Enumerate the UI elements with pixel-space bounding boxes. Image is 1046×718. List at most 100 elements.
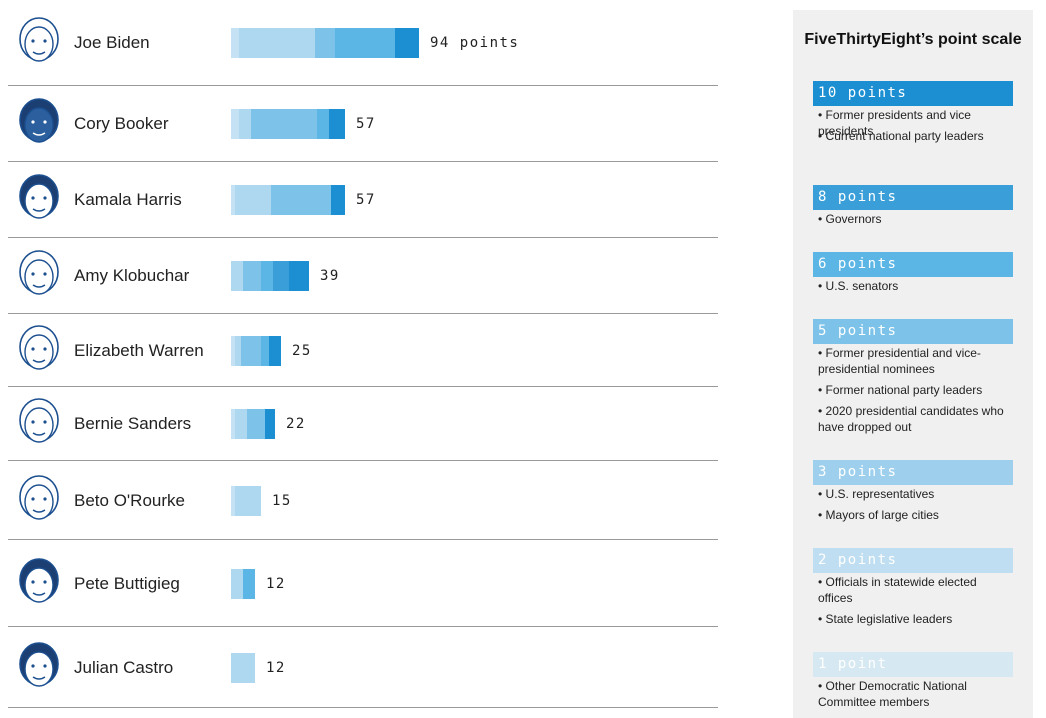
tier-item: • Former national party leaders bbox=[818, 383, 983, 397]
bar-segment bbox=[335, 28, 395, 58]
tier-item: • Former presidential and vice-president… bbox=[818, 346, 981, 376]
bar-segment bbox=[231, 485, 235, 516]
tier-heading: 3 points bbox=[813, 460, 1013, 485]
score-label: 57 bbox=[356, 116, 376, 132]
point-scale-legend: FiveThirtyEight’s point scale 10 points •… bbox=[793, 10, 1033, 718]
bar-segment bbox=[231, 185, 235, 215]
score-label: 12 bbox=[266, 575, 286, 592]
tier-item: • U.S. senators bbox=[818, 279, 899, 293]
tier-item: • Governors bbox=[818, 212, 882, 226]
tier-item: • Officials in statewide elected offices bbox=[818, 575, 977, 605]
score-label: 39 bbox=[320, 268, 340, 284]
candidate-row: Joe Biden 94 points bbox=[8, 0, 718, 86]
bar-segment bbox=[273, 261, 289, 291]
stacked-bar bbox=[231, 485, 261, 516]
candidate-row: Beto O'Rourke 15 bbox=[8, 461, 718, 540]
candidate-portrait bbox=[18, 557, 60, 610]
bar-segment bbox=[231, 28, 239, 58]
bar-segment bbox=[315, 28, 335, 58]
bar-segment bbox=[235, 335, 241, 366]
candidate-name: Kamala Harris bbox=[74, 190, 182, 209]
bar-segment bbox=[247, 409, 265, 439]
bar-segment bbox=[243, 568, 255, 599]
bar-segment bbox=[317, 109, 329, 139]
bar-segment bbox=[251, 109, 317, 139]
endorsement-chart: Joe Biden 94 points Cory Booker 57 Kamala Ha… bbox=[8, 0, 720, 718]
bar-segment bbox=[265, 409, 275, 439]
candidate-row: Kamala Harris 57 bbox=[8, 162, 718, 238]
candidate-portrait bbox=[18, 641, 60, 694]
bar-segment bbox=[231, 568, 243, 599]
tier-item: • 2020 presidential candidates who have … bbox=[818, 404, 1004, 434]
tier-item: • Former presidents and vice presidents bbox=[818, 108, 971, 138]
candidate-name: Joe Biden bbox=[74, 33, 150, 52]
stacked-bar bbox=[231, 568, 255, 599]
bar-segment bbox=[231, 652, 255, 683]
bar-segment bbox=[289, 261, 309, 291]
bar-segment bbox=[395, 28, 419, 58]
candidate-name: Elizabeth Warren bbox=[74, 340, 204, 360]
score-label: 57 bbox=[356, 192, 376, 208]
score-label: 15 bbox=[272, 492, 292, 509]
bar-segment bbox=[231, 335, 235, 366]
candidate-portrait bbox=[18, 250, 60, 302]
tier-item: • U.S. representatives bbox=[818, 487, 935, 501]
tier-item: • Other Democratic National Committee me… bbox=[818, 679, 967, 709]
score-label: 12 bbox=[266, 659, 286, 676]
bar-segment bbox=[261, 335, 269, 366]
candidate-row: Bernie Sanders 22 bbox=[8, 387, 718, 461]
stacked-bar bbox=[231, 409, 275, 439]
tier-item: • Current national party leaders bbox=[818, 129, 984, 143]
candidate-row: Julian Castro 12 bbox=[8, 627, 718, 708]
bar-segment bbox=[241, 335, 261, 366]
tier-heading: 6 points bbox=[813, 252, 1013, 277]
legend-title: FiveThirtyEight’s point scale bbox=[804, 31, 1022, 48]
bar-segment bbox=[243, 261, 261, 291]
tier-heading: 8 points bbox=[813, 185, 1013, 210]
score-label: 22 bbox=[286, 416, 306, 432]
score-label: 25 bbox=[292, 342, 312, 359]
tier-heading: 1 point bbox=[813, 652, 1013, 677]
candidate-portrait bbox=[18, 398, 60, 450]
candidate-name: Cory Booker bbox=[74, 114, 169, 133]
bar-segment bbox=[261, 261, 273, 291]
candidate-name: Beto O'Rourke bbox=[74, 490, 185, 510]
bar-segment bbox=[235, 485, 261, 516]
bar-segment bbox=[231, 409, 235, 439]
candidate-row: Pete Buttigieg 12 bbox=[8, 540, 718, 627]
tier-heading: 10 points bbox=[813, 81, 1013, 106]
bar-segment bbox=[235, 185, 271, 215]
candidate-name: Pete Buttigieg bbox=[74, 573, 180, 593]
bar-segment bbox=[269, 335, 281, 366]
stacked-bar bbox=[231, 335, 281, 366]
candidate-name: Bernie Sanders bbox=[74, 414, 192, 433]
tier-item: • Mayors of large cities bbox=[818, 508, 939, 522]
stacked-bar bbox=[231, 185, 345, 215]
candidate-row: Cory Booker 57 bbox=[8, 86, 718, 162]
bar-segment bbox=[239, 28, 315, 58]
tier-item: • State legislative leaders bbox=[818, 612, 953, 626]
candidate-portrait bbox=[18, 474, 60, 527]
candidate-name: Julian Castro bbox=[74, 657, 174, 677]
bar-segment bbox=[329, 109, 345, 139]
tier-heading: 5 points bbox=[813, 319, 1013, 344]
bar-segment bbox=[231, 261, 243, 291]
bar-segment bbox=[231, 109, 239, 139]
stacked-bar bbox=[231, 261, 309, 291]
candidate-portrait bbox=[18, 324, 60, 377]
candidate-name: Amy Klobuchar bbox=[74, 266, 190, 285]
stacked-bar bbox=[231, 652, 255, 683]
score-label: 94 points bbox=[430, 35, 520, 51]
bar-segment bbox=[271, 185, 331, 215]
stacked-bar bbox=[231, 28, 419, 58]
bar-segment bbox=[235, 409, 247, 439]
candidate-portrait bbox=[18, 17, 60, 69]
tier-heading: 2 points bbox=[813, 548, 1013, 573]
bar-segment bbox=[239, 109, 251, 139]
bar-segment bbox=[331, 185, 345, 215]
candidate-row: Elizabeth Warren 25 bbox=[8, 314, 718, 387]
stacked-bar bbox=[231, 109, 345, 139]
candidate-portrait bbox=[18, 174, 60, 226]
candidate-portrait bbox=[18, 98, 60, 150]
candidate-row: Amy Klobuchar 39 bbox=[8, 238, 718, 314]
